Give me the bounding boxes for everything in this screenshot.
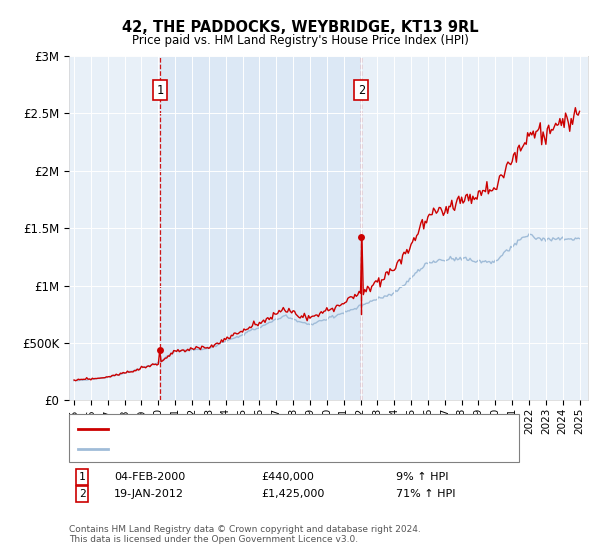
Text: 19-JAN-2012: 19-JAN-2012 — [114, 489, 184, 499]
Text: Price paid vs. HM Land Registry's House Price Index (HPI): Price paid vs. HM Land Registry's House … — [131, 34, 469, 46]
Text: 9% ↑ HPI: 9% ↑ HPI — [396, 472, 449, 482]
Text: 1: 1 — [156, 84, 163, 97]
Bar — [160, 56, 361, 400]
Text: 2: 2 — [358, 84, 365, 97]
Text: £440,000: £440,000 — [261, 472, 314, 482]
Text: Contains HM Land Registry data © Crown copyright and database right 2024.
This d: Contains HM Land Registry data © Crown c… — [69, 525, 421, 544]
Text: HPI: Average price, detached house, Elmbridge: HPI: Average price, detached house, Elmb… — [113, 444, 371, 454]
Text: £1,425,000: £1,425,000 — [261, 489, 325, 499]
Text: 04-FEB-2000: 04-FEB-2000 — [114, 472, 185, 482]
Text: 71% ↑ HPI: 71% ↑ HPI — [396, 489, 455, 499]
Text: 1: 1 — [79, 472, 86, 482]
Text: 42, THE PADDOCKS, WEYBRIDGE, KT13 9RL: 42, THE PADDOCKS, WEYBRIDGE, KT13 9RL — [122, 20, 478, 35]
Text: 2: 2 — [79, 489, 86, 499]
Text: 42, THE PADDOCKS, WEYBRIDGE, KT13 9RL (detached house): 42, THE PADDOCKS, WEYBRIDGE, KT13 9RL (d… — [113, 424, 449, 433]
